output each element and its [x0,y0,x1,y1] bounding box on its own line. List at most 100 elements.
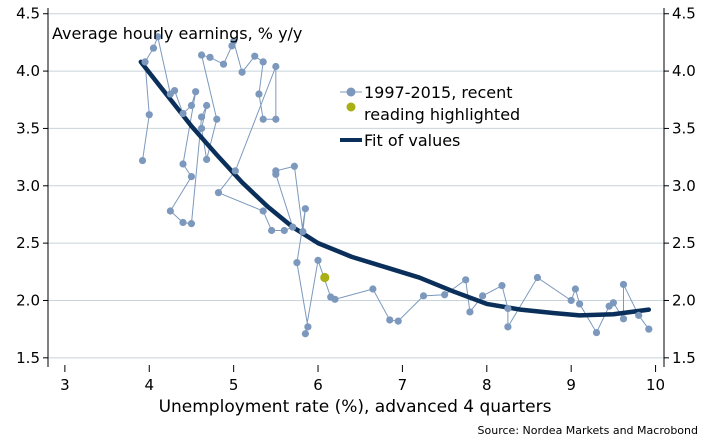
y-right-tick-label: 4.5 [672,5,696,23]
y-left-tick-label: 4.0 [16,62,40,80]
scatter-point [369,285,377,293]
chart-annotation: Average hourly earnings, % y/y [52,24,302,43]
scatter-point [170,86,179,95]
scatter-point [206,53,214,61]
y-left-tick-label: 3.0 [16,177,40,195]
scatter-point [259,58,267,66]
scatter-point [304,323,312,331]
scatter-point [609,299,617,307]
scatter-point [419,292,428,300]
scatter-point [272,167,280,175]
scatter-point [441,291,449,299]
y-left-tick-label: 2.5 [16,234,40,252]
scatter-point [179,109,187,118]
scatter-point [230,37,238,45]
scatter-point [187,101,196,110]
scatter-point [498,281,506,290]
scatter-point [478,292,487,300]
y-right-tick-label: 3.5 [672,119,696,137]
scatter-point [299,228,307,236]
scatter-point [149,44,158,52]
scatter-point [154,33,162,41]
x-tick-label: 5 [229,376,239,394]
fit-line-group [138,59,652,318]
x-tick-label: 6 [313,376,323,394]
scatter-point [619,280,628,289]
scatter-points [138,33,653,338]
scatter-point [289,223,297,231]
scatter-point [214,189,223,197]
x-tick-label: 9 [566,376,576,394]
scatter-point [145,111,153,119]
scatter-point [197,51,206,59]
scatter-point [272,62,280,71]
y-axis-left-ticks: 1.5 2.0 2.5 3.0 3.5 4.0 4.5 [16,5,48,367]
y-axis-right-ticks: 1.5 2.0 2.5 3.0 3.5 4.0 4.5 [664,5,696,367]
scatter-point [462,276,470,284]
scatter-point [619,315,628,323]
highlight-point [320,272,330,283]
scatter-point [259,115,267,123]
scatter-point [571,285,579,293]
scatter-point [187,220,196,228]
scatter-point [567,296,575,305]
y-right-tick-label: 2.5 [672,234,696,252]
fit-line [138,59,652,318]
axes [47,8,665,367]
legend-series-label-line2: reading highlighted [364,105,520,124]
scatter-point [166,207,174,215]
scatter-point [504,323,512,331]
scatter-point [592,328,601,337]
scatter-point [466,308,474,316]
scatter-point [192,88,200,96]
scatter-point [187,173,196,181]
y-right-tick-label: 2.0 [672,291,696,309]
legend-series-label-line1: 1997-2015, recent [364,83,513,102]
x-tick-label: 3 [60,376,70,394]
scatter-point [533,273,542,282]
x-axis-title: Unemployment rate (%), advanced 4 quarte… [159,397,552,417]
scatter-point [255,90,263,98]
scatter-point [331,295,339,303]
scatter-point [268,226,276,235]
y-right-tick-label: 4.0 [672,62,696,80]
scatter-point [272,115,280,123]
scatter-point [141,58,149,66]
scatter-point [231,167,239,175]
scatter-point [179,160,187,168]
y-left-tick-label: 3.5 [16,119,40,137]
source-note: Source: Nordea Markets and Macrobond [478,424,698,437]
scatter-point [394,317,402,325]
legend-series-marker [346,87,356,97]
scatter-point [138,156,147,165]
scatter-point [213,115,221,123]
scatter-point [203,101,211,110]
scatter-point [386,316,394,324]
y-left-tick-label: 1.5 [16,349,40,367]
scatter-point [238,68,246,76]
x-tick-label: 8 [482,376,492,394]
scatter-point [635,311,643,319]
scatter-point [251,52,259,60]
scatter-point [280,226,288,235]
scatter-point [203,155,211,163]
scatter-point [576,300,584,308]
x-tick-label: 4 [144,376,154,394]
scatter-point [219,60,228,68]
scatter-point [645,325,653,333]
y-right-tick-label: 3.0 [672,177,696,195]
scatter-point [179,218,187,227]
legend-fit-label: Fit of values [364,131,460,150]
scatter-point [197,113,206,121]
scatter-point [197,124,206,133]
scatter-point [504,304,512,313]
highlight-group [320,272,330,283]
x-tick-label: 7 [398,376,408,394]
scatter-point [259,207,267,215]
x-tick-label: 10 [646,376,665,394]
scatter-point [314,256,322,264]
y-left-tick-label: 4.5 [16,5,40,23]
legend-highlight-marker [346,102,356,112]
